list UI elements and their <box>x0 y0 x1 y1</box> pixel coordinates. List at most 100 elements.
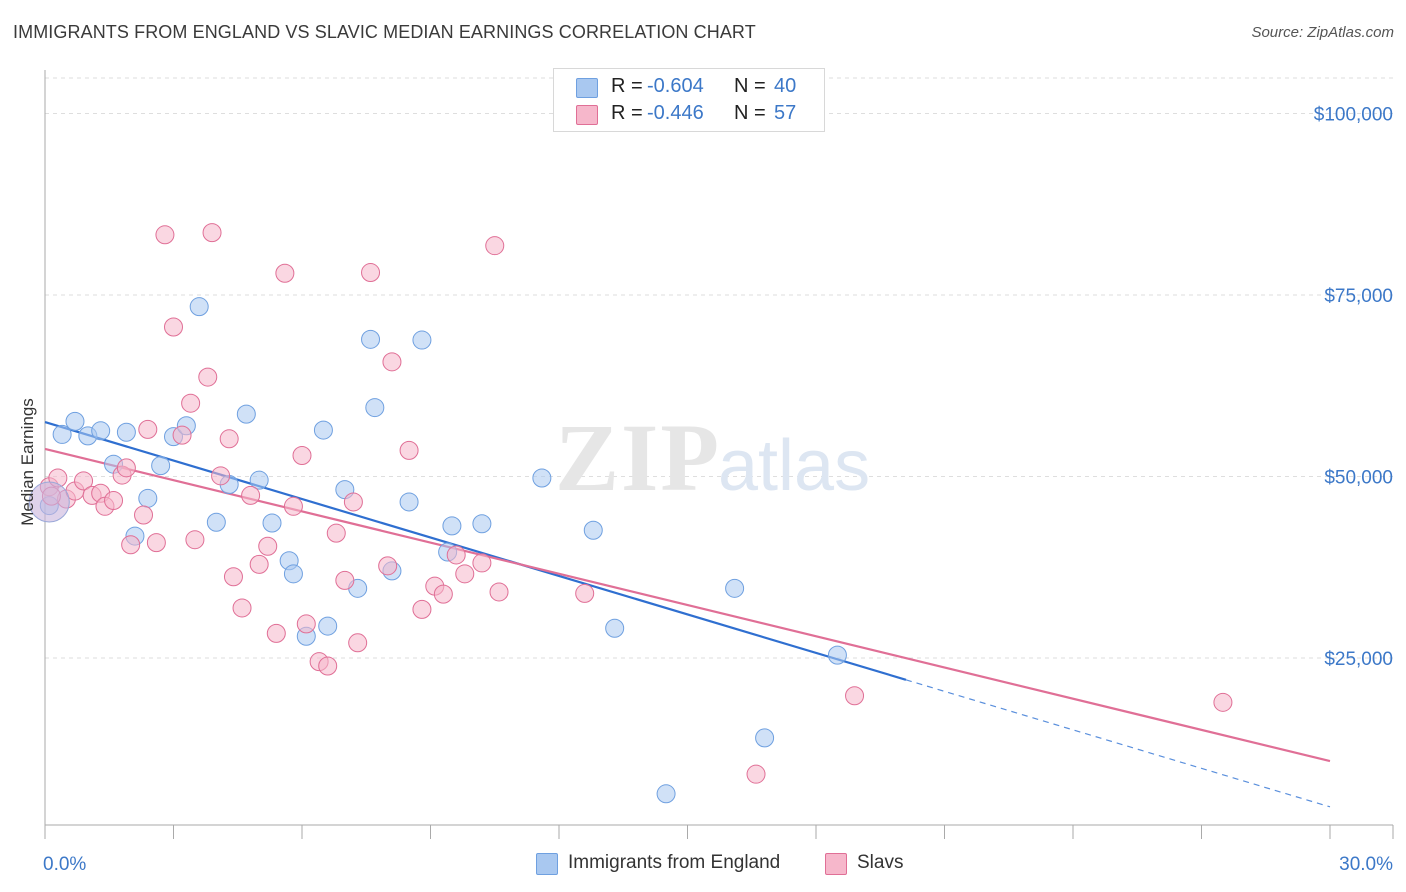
slavs-point <box>104 490 124 510</box>
slavs-point <box>155 225 175 245</box>
y-tick-label: $75,000 <box>1324 286 1393 307</box>
watermark-atlas: atlas <box>718 426 870 506</box>
legend-r-value: -0.604 <box>647 75 704 97</box>
legend-n-value: 40 <box>774 75 797 97</box>
slavs-point <box>74 471 94 491</box>
watermark: ZIP atlas <box>555 404 870 511</box>
england-point <box>52 424 72 444</box>
slavs-point <box>412 599 432 619</box>
slavs-point <box>181 393 201 413</box>
y-tick-label: $100,000 <box>1314 105 1393 126</box>
england-point <box>249 470 269 490</box>
england-point <box>532 468 552 488</box>
england-point <box>605 618 625 638</box>
legend-swatch-slavs <box>576 105 598 125</box>
y-tick-label: $50,000 <box>1324 468 1393 489</box>
legend-r-value: -0.446 <box>647 102 704 124</box>
cluster-point <box>28 481 70 523</box>
england-point <box>65 411 85 431</box>
watermark-zip: ZIP <box>555 404 721 511</box>
england-point <box>91 421 111 441</box>
england-point <box>283 564 303 584</box>
slavs-point <box>343 492 363 512</box>
england-point <box>412 330 432 350</box>
england-point <box>262 513 282 533</box>
england-point <box>189 297 209 317</box>
slavs-point <box>275 263 295 283</box>
slavs-point <box>485 236 505 256</box>
stats-legend: R = -0.604 N = 40 R = -0.446 N = 57 <box>553 68 825 132</box>
legend-n-value: 57 <box>774 102 797 124</box>
england-point <box>116 422 136 442</box>
legend-n-label: N = <box>734 75 766 97</box>
bottom-legend-label-england: Immigrants from England <box>568 852 781 873</box>
england-point <box>313 420 333 440</box>
england-point <box>151 456 171 476</box>
slavs-point <box>845 686 865 706</box>
data-points <box>28 223 1233 804</box>
slavs-point <box>335 570 355 590</box>
slavs-point <box>202 223 222 243</box>
england-point <box>318 616 338 636</box>
slavs-point <box>378 556 398 576</box>
england-point <box>583 520 603 540</box>
england-point <box>442 516 462 536</box>
trend-lines <box>44 421 1331 808</box>
slavs-point <box>283 496 303 516</box>
england-trend-extension <box>905 679 1331 808</box>
slavs-point <box>138 419 158 439</box>
slavs-point <box>134 505 154 525</box>
legend-n-label: N = <box>734 102 766 124</box>
slavs-point <box>292 445 312 465</box>
slavs-point <box>575 583 595 603</box>
slavs-trend-line <box>44 447 1331 763</box>
slavs-point <box>455 564 475 584</box>
slavs-point <box>258 536 278 556</box>
slavs-point <box>172 425 192 445</box>
slavs-point <box>382 352 402 372</box>
chart-title: IMMIGRANTS FROM ENGLAND VS SLAVIC MEDIAN… <box>13 22 756 42</box>
slavs-point <box>472 553 492 573</box>
slavs-point <box>198 367 218 387</box>
england-trend-line <box>44 421 907 681</box>
x-tick-label: 0.0% <box>43 854 86 875</box>
legend-swatch-england <box>576 78 598 98</box>
slavs-point <box>326 523 346 543</box>
slavs-point <box>121 535 141 555</box>
axis-labels: $25,000 $50,000 $75,000 $100,000 0.0% 30.0% Me… <box>18 105 1393 875</box>
slavs-point <box>232 598 252 618</box>
england-point <box>399 492 419 512</box>
england-point <box>656 784 676 804</box>
slavs-point <box>1213 692 1233 712</box>
slavs-point <box>399 440 419 460</box>
y-axis-label: Median Earnings <box>18 398 37 526</box>
slavs-point <box>219 429 239 449</box>
axes <box>44 70 1394 839</box>
slavs-point <box>116 458 136 478</box>
gridlines <box>45 77 1393 659</box>
chart-source: Source: ZipAtlas.com <box>1251 24 1394 41</box>
england-point <box>206 512 226 532</box>
slavs-point <box>185 530 205 550</box>
slavs-point <box>446 545 466 565</box>
slavs-point <box>489 582 509 602</box>
slavs-point <box>241 485 261 505</box>
slavs-point <box>249 554 269 574</box>
legend-r-label: R = <box>611 75 643 97</box>
slavs-point <box>211 466 231 486</box>
legend-r-label: R = <box>611 102 643 124</box>
england-point <box>755 728 775 748</box>
england-point <box>472 514 492 534</box>
bottom-legend-label-slavs: Slavs <box>857 852 904 873</box>
slavs-point <box>746 764 766 784</box>
slavs-point <box>361 263 381 283</box>
slavs-point <box>266 623 286 643</box>
bottom-legend-swatch-england <box>536 853 558 875</box>
slavs-point <box>318 656 338 676</box>
england-point <box>361 329 381 349</box>
slavs-point <box>296 614 316 634</box>
x-tick-label: 30.0% <box>1339 854 1393 875</box>
bottom-legend-swatch-slavs <box>825 853 847 875</box>
england-point <box>365 398 385 418</box>
